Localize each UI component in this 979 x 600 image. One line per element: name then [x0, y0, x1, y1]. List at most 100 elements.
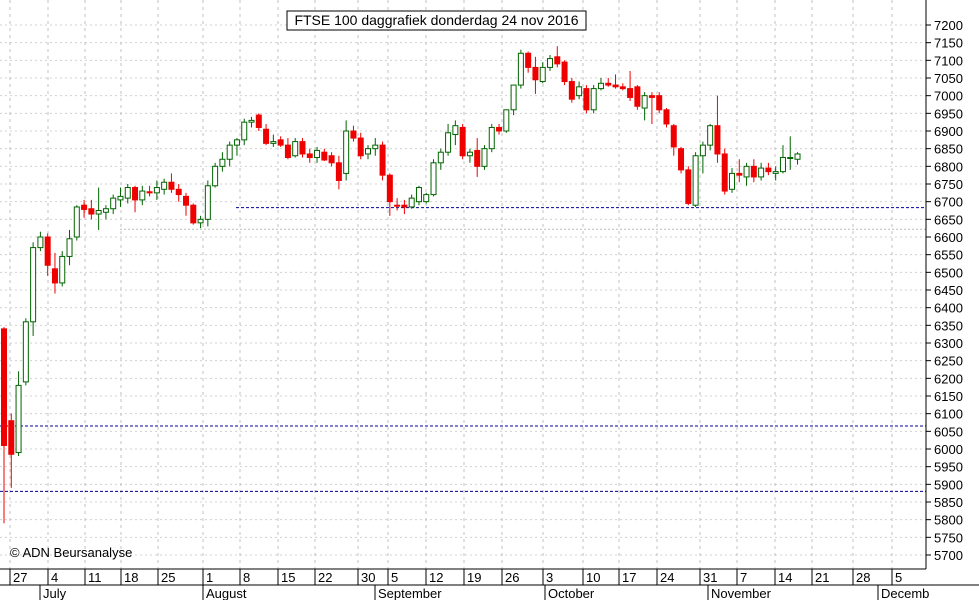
- candle: [699, 141, 706, 174]
- x-tick-label: 5: [895, 570, 902, 585]
- candle: [445, 123, 452, 156]
- candle: [306, 148, 313, 163]
- candle: [423, 192, 430, 204]
- x-tick-label: 30: [361, 570, 375, 585]
- candle-body-up: [510, 84, 517, 111]
- candle-body-up: [226, 144, 233, 160]
- y-tick-label: 6200: [934, 371, 963, 386]
- x-tick-label: 11: [88, 570, 102, 585]
- candle: [226, 141, 233, 167]
- y-tick-label: 5850: [934, 495, 963, 510]
- candle: [66, 229, 73, 266]
- candle: [59, 251, 66, 287]
- candle: [386, 173, 393, 216]
- candle-body-down: [263, 128, 270, 144]
- candle-body-down: [51, 268, 58, 284]
- candle: [641, 92, 648, 121]
- candle-body-down: [1, 328, 7, 446]
- candle: [765, 162, 772, 176]
- x-tick-label: 18: [124, 570, 138, 585]
- candle: [22, 318, 29, 386]
- candle: [496, 123, 503, 135]
- y-tick-label: 5800: [934, 513, 963, 528]
- y-tick-label: 6500: [934, 265, 963, 280]
- candle-body-up: [415, 187, 422, 203]
- candle: [168, 173, 175, 193]
- candle: [503, 109, 510, 133]
- y-tick-label: 6000: [934, 442, 963, 457]
- candle-body-up: [547, 58, 553, 68]
- candle: [314, 146, 321, 163]
- copyright-text: © ADN Beursanalyse: [10, 545, 132, 560]
- x-tick-label: 25: [161, 570, 175, 585]
- x-tick-label: 14: [778, 570, 792, 585]
- candle: [590, 85, 597, 114]
- month-label: September: [378, 586, 442, 600]
- y-tick-label: 7150: [934, 36, 963, 51]
- candle-body-down: [386, 174, 393, 203]
- candle: [357, 132, 364, 160]
- candle-body-up: [139, 190, 146, 201]
- y-tick-label: 7050: [934, 71, 963, 86]
- candle-body-up: [539, 66, 546, 83]
- candle: [102, 205, 109, 220]
- candle-body-down: [554, 56, 561, 65]
- candle: [707, 123, 714, 151]
- candle-body-down: [146, 191, 153, 194]
- candle-body-down: [321, 151, 328, 161]
- candle: [787, 136, 794, 170]
- candle: [379, 141, 386, 181]
- candle-body-up: [466, 151, 473, 157]
- candle-body-down: [648, 95, 655, 98]
- candle-body-down: [81, 204, 88, 210]
- candle-body-down: [277, 139, 284, 146]
- candle-body-down: [721, 153, 728, 192]
- candle: [255, 113, 262, 131]
- candle-body-down: [619, 86, 626, 90]
- candle-body-up: [124, 187, 131, 199]
- candle-body-up: [343, 130, 350, 174]
- candle: [88, 199, 95, 220]
- y-tick-label: 6150: [934, 389, 963, 404]
- candle: [583, 85, 590, 114]
- month-label: October: [548, 586, 595, 600]
- candle: [736, 159, 743, 183]
- candle: [270, 134, 277, 147]
- candle-body-down: [496, 126, 503, 132]
- candle-body-up: [102, 208, 109, 213]
- candle-body-down: [255, 114, 262, 128]
- candle-body-up: [481, 148, 488, 167]
- candle-body-up: [241, 121, 248, 141]
- y-tick-label: 7100: [934, 53, 963, 68]
- x-tick-label: 5: [391, 570, 398, 585]
- y-axis-labels: 5700 5750 5800 5850 5900 5950 6000 6050 6100 6150…: [926, 18, 963, 563]
- candle: [248, 116, 255, 128]
- candle-body-up: [641, 95, 648, 109]
- candle-body-down: [88, 208, 95, 215]
- candle: [685, 166, 692, 206]
- candle-body-up: [779, 157, 786, 173]
- candle-body-down: [525, 52, 532, 68]
- candle-body-down: [532, 66, 539, 81]
- candle: [401, 199, 408, 215]
- candle-body-up: [743, 165, 750, 178]
- candle: [729, 168, 735, 193]
- y-tick-label: 7200: [934, 18, 963, 33]
- chart-title-frame: [286, 10, 587, 31]
- candle: [437, 148, 444, 170]
- candle: [292, 138, 299, 158]
- candle: [139, 185, 146, 206]
- candle: [124, 184, 131, 204]
- candle: [321, 148, 328, 162]
- candle: [656, 92, 663, 114]
- y-tick-label: 6400: [934, 301, 963, 316]
- candle-body-down: [627, 88, 634, 98]
- candle-body-up: [423, 194, 430, 203]
- candle: [350, 125, 357, 142]
- candle-body-down: [459, 126, 466, 157]
- candle-body-down: [583, 88, 590, 111]
- candle: [37, 231, 44, 252]
- x-tick-label: 7: [740, 570, 747, 585]
- candle-body-up: [452, 125, 459, 136]
